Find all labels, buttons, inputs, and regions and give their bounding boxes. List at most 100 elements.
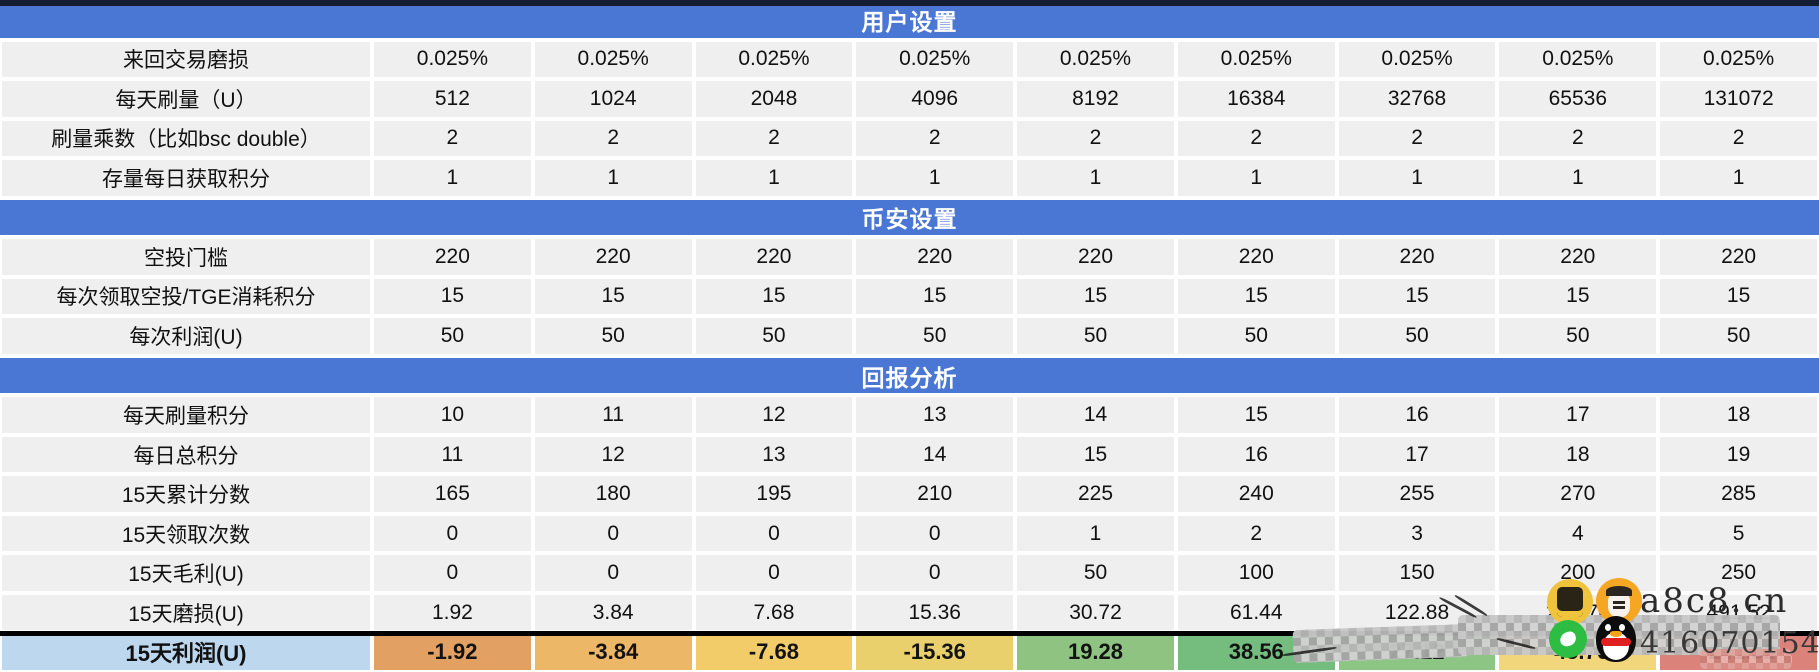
data-cell[interactable]: 2 bbox=[1175, 118, 1337, 159]
data-cell[interactable]: 220 bbox=[532, 237, 694, 277]
data-cell[interactable]: 32768 bbox=[1336, 79, 1498, 119]
data-cell[interactable]: 1 bbox=[1015, 158, 1176, 198]
data-cell[interactable]: 15 bbox=[854, 276, 1016, 317]
data-cell[interactable]: 15 bbox=[1175, 276, 1337, 317]
data-cell[interactable]: 15 bbox=[372, 276, 533, 317]
row-label-cell[interactable]: 来回交易磨损 bbox=[0, 39, 372, 80]
data-cell[interactable]: 14 bbox=[854, 434, 1016, 475]
data-cell[interactable]: 13 bbox=[854, 395, 1016, 435]
data-cell[interactable]: 15 bbox=[1497, 276, 1659, 317]
row-label-cell[interactable]: 空投门槛 bbox=[0, 237, 372, 277]
data-cell[interactable]: 10 bbox=[372, 395, 533, 435]
data-cell[interactable]: 11 bbox=[372, 434, 533, 475]
data-cell[interactable]: 220 bbox=[1658, 237, 1819, 277]
data-cell[interactable]: 50 bbox=[372, 316, 533, 356]
data-cell[interactable]: 255 bbox=[1336, 474, 1498, 514]
data-cell[interactable]: 0 bbox=[372, 513, 533, 554]
data-cell[interactable]: 131072 bbox=[1658, 79, 1819, 119]
data-cell[interactable]: 7.68 bbox=[693, 592, 855, 633]
data-cell[interactable]: 50 bbox=[1658, 316, 1819, 356]
section-header-binance-settings[interactable]: 币安设置 bbox=[0, 197, 1819, 238]
data-cell[interactable]: 220 bbox=[1497, 237, 1659, 277]
data-cell[interactable]: 0 bbox=[854, 553, 1016, 593]
data-cell[interactable]: 50 bbox=[1015, 316, 1176, 356]
data-cell[interactable]: 0.025% bbox=[1497, 39, 1659, 80]
data-cell[interactable]: 50 bbox=[854, 316, 1016, 356]
data-cell[interactable]: 18 bbox=[1658, 395, 1819, 435]
data-cell[interactable]: 2 bbox=[1497, 118, 1659, 159]
data-cell[interactable]: 15 bbox=[1175, 395, 1337, 435]
data-cell[interactable]: 0 bbox=[693, 513, 855, 554]
data-cell[interactable]: 50 bbox=[1015, 553, 1176, 593]
data-cell[interactable]: 150 bbox=[1336, 553, 1498, 593]
profit-cell[interactable]: -1.92 bbox=[372, 632, 533, 672]
data-cell[interactable]: 0.025% bbox=[532, 39, 694, 80]
data-cell[interactable]: 17 bbox=[1336, 434, 1498, 475]
data-cell[interactable]: 3 bbox=[1336, 513, 1498, 554]
data-cell[interactable]: 2048 bbox=[693, 79, 855, 119]
row-label-cell[interactable]: 每天刷量（U） bbox=[0, 79, 372, 119]
row-label-cell[interactable]: 15天磨损(U) bbox=[0, 592, 372, 633]
data-cell[interactable]: 1 bbox=[532, 158, 694, 198]
data-cell[interactable]: 210 bbox=[854, 474, 1016, 514]
data-cell[interactable]: 2 bbox=[372, 118, 533, 159]
data-cell[interactable]: 220 bbox=[854, 237, 1016, 277]
profit-cell[interactable]: 19.28 bbox=[1015, 632, 1176, 672]
data-cell[interactable]: 0.025% bbox=[693, 39, 855, 80]
data-cell[interactable]: 1 bbox=[854, 158, 1016, 198]
data-cell[interactable]: 50 bbox=[693, 316, 855, 356]
data-cell[interactable]: 12 bbox=[532, 434, 694, 475]
data-cell[interactable]: 50 bbox=[1175, 316, 1337, 356]
data-cell[interactable]: 0 bbox=[532, 553, 694, 593]
row-label-cell[interactable]: 15天累计分数 bbox=[0, 474, 372, 514]
data-cell[interactable]: 0.025% bbox=[1015, 39, 1176, 80]
data-cell[interactable]: 0.025% bbox=[1658, 39, 1819, 80]
section-header-return-analysis[interactable]: 回报分析 bbox=[0, 355, 1819, 396]
data-cell[interactable]: 15 bbox=[1015, 276, 1176, 317]
data-cell[interactable]: 3.84 bbox=[532, 592, 694, 633]
data-cell[interactable]: 1 bbox=[1015, 513, 1176, 554]
data-cell[interactable]: 5 bbox=[1658, 513, 1819, 554]
total-row-label-cell[interactable]: 15天利润(U) bbox=[0, 632, 372, 672]
data-cell[interactable]: 30.72 bbox=[1015, 592, 1176, 633]
data-cell[interactable]: 17 bbox=[1497, 395, 1659, 435]
data-cell[interactable]: 65536 bbox=[1497, 79, 1659, 119]
data-cell[interactable]: 1 bbox=[1336, 158, 1498, 198]
data-cell[interactable]: 220 bbox=[693, 237, 855, 277]
data-cell[interactable]: 61.44 bbox=[1175, 592, 1337, 633]
data-cell[interactable]: 0.025% bbox=[372, 39, 533, 80]
row-label-cell[interactable]: 每次利润(U) bbox=[0, 316, 372, 356]
data-cell[interactable]: 14 bbox=[1015, 395, 1176, 435]
data-cell[interactable]: 50 bbox=[1497, 316, 1659, 356]
data-cell[interactable]: 1 bbox=[693, 158, 855, 198]
data-cell[interactable]: 15 bbox=[1658, 276, 1819, 317]
data-cell[interactable]: 1 bbox=[1175, 158, 1337, 198]
data-cell[interactable]: 1 bbox=[1497, 158, 1659, 198]
data-cell[interactable]: 12 bbox=[693, 395, 855, 435]
data-cell[interactable]: 4 bbox=[1497, 513, 1659, 554]
data-cell[interactable]: 0.025% bbox=[854, 39, 1016, 80]
data-cell[interactable]: 15 bbox=[1336, 276, 1498, 317]
data-cell[interactable]: 2 bbox=[1658, 118, 1819, 159]
data-cell[interactable]: 1 bbox=[372, 158, 533, 198]
data-cell[interactable]: 15 bbox=[532, 276, 694, 317]
row-label-cell[interactable]: 每次领取空投/TGE消耗积分 bbox=[0, 276, 372, 317]
data-cell[interactable]: 50 bbox=[532, 316, 694, 356]
data-cell[interactable]: 13 bbox=[693, 434, 855, 475]
data-cell[interactable]: 2 bbox=[1175, 513, 1337, 554]
data-cell[interactable]: 225 bbox=[1015, 474, 1176, 514]
data-cell[interactable]: 16 bbox=[1336, 395, 1498, 435]
data-cell[interactable]: 220 bbox=[1336, 237, 1498, 277]
data-cell[interactable]: 0 bbox=[854, 513, 1016, 554]
data-cell[interactable]: 2 bbox=[854, 118, 1016, 159]
data-cell[interactable]: 240 bbox=[1175, 474, 1337, 514]
data-cell[interactable]: 1024 bbox=[532, 79, 694, 119]
data-cell[interactable]: 11 bbox=[532, 395, 694, 435]
data-cell[interactable]: 1 bbox=[1658, 158, 1819, 198]
data-cell[interactable]: 16 bbox=[1175, 434, 1337, 475]
data-cell[interactable]: 0.025% bbox=[1175, 39, 1337, 80]
data-cell[interactable]: 0.025% bbox=[1336, 39, 1498, 80]
row-label-cell[interactable]: 15天毛利(U) bbox=[0, 553, 372, 593]
row-label-cell[interactable]: 每日总积分 bbox=[0, 434, 372, 475]
data-cell[interactable]: 2 bbox=[1015, 118, 1176, 159]
